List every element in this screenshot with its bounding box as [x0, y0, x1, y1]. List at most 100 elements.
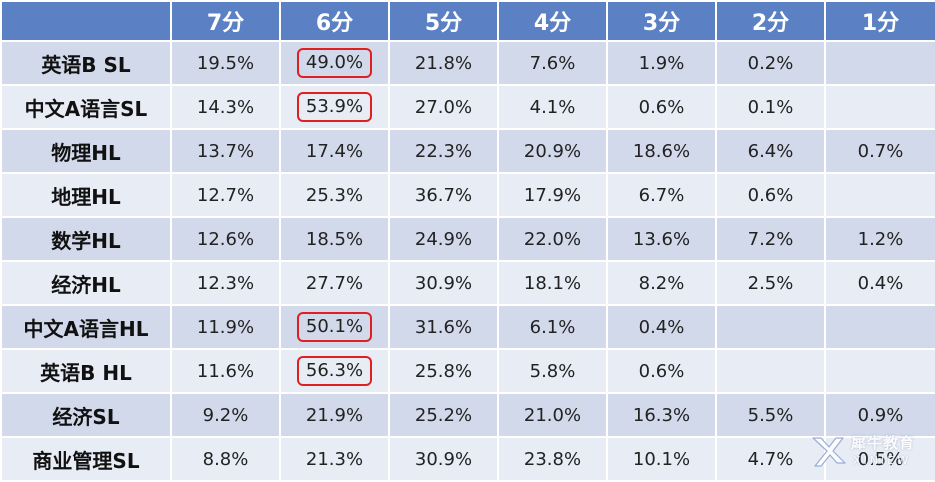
table-row: 英语B SL 19.5% 49.0% 21.8% 7.6% 1.9% 0.2% [0, 40, 935, 86]
percentage-cell: 7.2% [715, 216, 826, 262]
percentage-cell: 36.7% [388, 172, 499, 218]
percentage-cell: 0.4% [606, 304, 717, 350]
percentage-cell: 14.3% [170, 84, 281, 130]
percentage-cell: 0.6% [606, 84, 717, 130]
header-grade-4: 4分 [497, 0, 608, 42]
percentage-cell: 30.9% [388, 436, 499, 482]
highlighted-value: 53.9% [296, 92, 373, 122]
percentage-cell: 25.3% [279, 172, 390, 218]
header-grade-2: 2分 [715, 0, 826, 42]
percentage-cell: 25.2% [388, 392, 499, 438]
table-row: 地理HL 12.7% 25.3% 36.7% 17.9% 6.7% 0.6% [0, 172, 935, 218]
percentage-cell: 10.1% [606, 436, 717, 482]
percentage-cell: 18.1% [497, 260, 608, 306]
subject-cell: 英语B HL [0, 348, 172, 394]
percentage-cell: 4.1% [497, 84, 608, 130]
percentage-cell: 21.8% [388, 40, 499, 86]
percentage-cell [715, 348, 826, 394]
percentage-cell [715, 304, 826, 350]
percentage-cell: 24.9% [388, 216, 499, 262]
percentage-cell: 23.8% [497, 436, 608, 482]
header-row: 7分 6分 5分 4分 3分 2分 1分 [0, 0, 935, 42]
percentage-cell: 0.7% [824, 128, 935, 174]
percentage-cell: 6.4% [715, 128, 826, 174]
percentage-cell: 27.7% [279, 260, 390, 306]
table-row: 中文A语言SL 14.3% 53.9% 27.0% 4.1% 0.6% 0.1% [0, 84, 935, 130]
header-corner-cell [0, 0, 172, 42]
header-grade-1: 1分 [824, 0, 935, 42]
percentage-cell: 18.6% [606, 128, 717, 174]
percentage-cell: 30.9% [388, 260, 499, 306]
subject-cell: 经济HL [0, 260, 172, 306]
percentage-cell: 49.0% [279, 40, 390, 86]
percentage-cell: 11.6% [170, 348, 281, 394]
percentage-cell: 0.9% [824, 392, 935, 438]
percentage-cell: 21.0% [497, 392, 608, 438]
header-grade-5: 5分 [388, 0, 499, 42]
percentage-cell: 6.7% [606, 172, 717, 218]
table-row: 经济SL 9.2% 21.9% 25.2% 21.0% 16.3% 5.5% 0.9% [0, 392, 935, 438]
percentage-cell: 13.7% [170, 128, 281, 174]
percentage-cell: 56.3% [279, 348, 390, 394]
percentage-cell: 27.0% [388, 84, 499, 130]
table-row: 中文A语言HL 11.9% 50.1% 31.6% 6.1% 0.4% [0, 304, 935, 350]
percentage-cell: 0.5% [824, 436, 935, 482]
highlighted-value: 56.3% [296, 356, 373, 386]
percentage-cell: 21.3% [279, 436, 390, 482]
percentage-cell: 22.3% [388, 128, 499, 174]
percentage-cell: 11.9% [170, 304, 281, 350]
percentage-cell [824, 172, 935, 218]
percentage-cell: 1.9% [606, 40, 717, 86]
percentage-cell [824, 304, 935, 350]
table-row: 英语B HL 11.6% 56.3% 25.8% 5.8% 0.6% [0, 348, 935, 394]
highlighted-value: 49.0% [296, 48, 373, 78]
percentage-cell: 5.8% [497, 348, 608, 394]
subject-cell: 地理HL [0, 172, 172, 218]
percentage-cell: 25.8% [388, 348, 499, 394]
subject-cell: 物理HL [0, 128, 172, 174]
percentage-cell: 0.1% [715, 84, 826, 130]
percentage-cell: 8.2% [606, 260, 717, 306]
percentage-cell: 21.9% [279, 392, 390, 438]
subject-cell: 中文A语言SL [0, 84, 172, 130]
percentage-cell: 53.9% [279, 84, 390, 130]
subject-cell: 中文A语言HL [0, 304, 172, 350]
percentage-cell: 1.2% [824, 216, 935, 262]
table-row: 数学HL 12.6% 18.5% 24.9% 22.0% 13.6% 7.2% 1.2% [0, 216, 935, 262]
percentage-cell: 17.4% [279, 128, 390, 174]
percentage-cell [824, 84, 935, 130]
percentage-cell: 18.5% [279, 216, 390, 262]
highlighted-value: 50.1% [296, 312, 373, 342]
header-grade-7: 7分 [170, 0, 281, 42]
percentage-cell: 7.6% [497, 40, 608, 86]
percentage-cell: 5.5% [715, 392, 826, 438]
percentage-cell: 4.7% [715, 436, 826, 482]
percentage-cell: 0.6% [606, 348, 717, 394]
subject-cell: 商业管理SL [0, 436, 172, 482]
percentage-cell: 0.2% [715, 40, 826, 86]
subject-cell: 经济SL [0, 392, 172, 438]
table-body: 英语B SL 19.5% 49.0% 21.8% 7.6% 1.9% 0.2% 中文A语言SL… [0, 40, 935, 482]
percentage-cell: 12.7% [170, 172, 281, 218]
percentage-cell: 19.5% [170, 40, 281, 86]
subject-cell: 英语B SL [0, 40, 172, 86]
table-row: 商业管理SL 8.8% 21.3% 30.9% 23.8% 10.1% 4.7% 0.5% [0, 436, 935, 482]
percentage-cell: 6.1% [497, 304, 608, 350]
percentage-cell: 0.6% [715, 172, 826, 218]
table-row: 物理HL 13.7% 17.4% 22.3% 20.9% 18.6% 6.4% 0.7% [0, 128, 935, 174]
percentage-cell: 22.0% [497, 216, 608, 262]
percentage-cell: 13.6% [606, 216, 717, 262]
percentage-cell: 50.1% [279, 304, 390, 350]
percentage-cell [824, 348, 935, 394]
percentage-cell: 0.4% [824, 260, 935, 306]
percentage-cell: 31.6% [388, 304, 499, 350]
percentage-cell [824, 40, 935, 86]
percentage-cell: 12.3% [170, 260, 281, 306]
table-row: 经济HL 12.3% 27.7% 30.9% 18.1% 8.2% 2.5% 0.4% [0, 260, 935, 306]
percentage-cell: 8.8% [170, 436, 281, 482]
header-grade-3: 3分 [606, 0, 717, 42]
percentage-cell: 17.9% [497, 172, 608, 218]
header-grade-6: 6分 [279, 0, 390, 42]
percentage-cell: 9.2% [170, 392, 281, 438]
